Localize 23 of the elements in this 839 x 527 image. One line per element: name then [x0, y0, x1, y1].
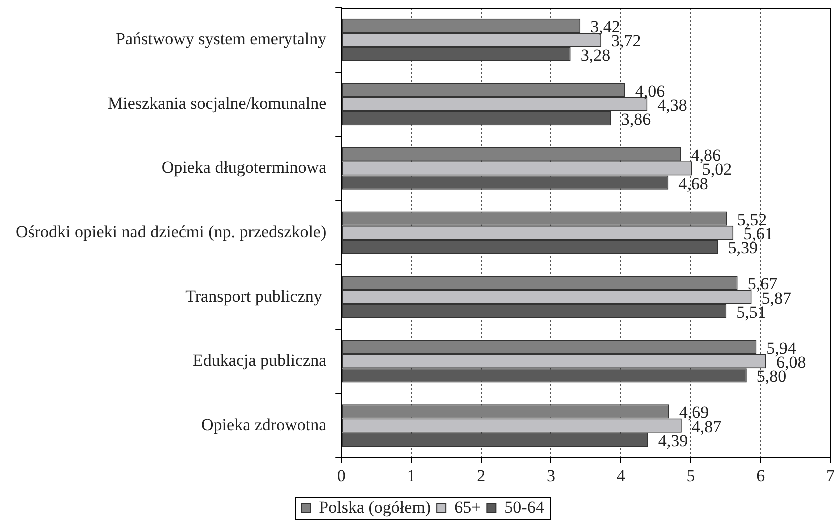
data-label: 4,68	[678, 174, 708, 194]
data-label: 4,06	[635, 82, 666, 101]
y-tick-label: Mieszkania socjalne/komunalne	[108, 94, 327, 113]
data-label: 3,86	[621, 110, 652, 130]
x-tick-label: 5	[686, 466, 696, 486]
y-tick-label: Transport publiczny	[186, 286, 327, 306]
legend-label: 50-64	[504, 498, 545, 517]
data-label: 4,39	[658, 431, 688, 450]
x-tick-label: 7	[826, 466, 836, 486]
legend-label: Polska (ogółem)	[319, 498, 432, 517]
x-tick-label: 1	[407, 466, 416, 486]
y-tick-label: Opieka długoterminowa	[162, 158, 328, 178]
x-tick-label: 6	[756, 466, 766, 486]
data-label: 3,28	[580, 46, 611, 65]
legend-label: 65+	[454, 498, 482, 517]
x-tick-label: 0	[337, 466, 346, 486]
x-tick-label: 2	[477, 466, 486, 486]
y-tick-label: Edukacja publiczna	[193, 351, 328, 370]
x-tick-label: 3	[547, 466, 556, 486]
y-tick-label: Ośrodki opieki nad dziećmi (np. przedszkole)	[16, 222, 327, 242]
x-tick-label: 4	[616, 466, 626, 486]
y-tick-label: Opieka zdrowotna	[202, 415, 328, 434]
y-tick-label: Państwowy system emerytalny	[116, 30, 328, 49]
